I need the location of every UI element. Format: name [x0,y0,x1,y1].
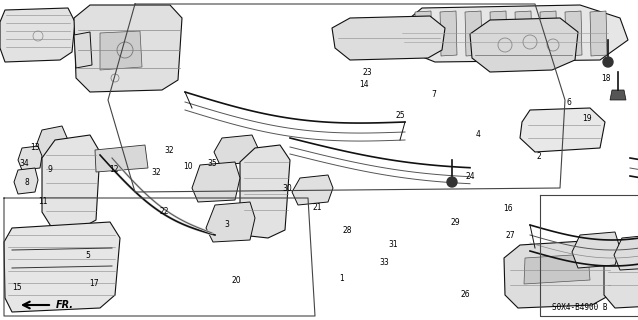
Text: 23: 23 [362,68,372,77]
Text: 5: 5 [85,251,91,260]
Text: 4: 4 [476,130,481,139]
Polygon shape [540,11,557,56]
Polygon shape [515,11,532,56]
Polygon shape [398,5,628,62]
Polygon shape [415,11,432,56]
Text: 30: 30 [282,184,292,193]
Polygon shape [36,126,68,160]
Polygon shape [572,232,620,268]
Text: 8: 8 [24,178,29,187]
Polygon shape [74,32,92,68]
Polygon shape [610,90,626,100]
Text: 18: 18 [602,74,611,83]
Polygon shape [604,248,638,308]
Polygon shape [470,18,578,72]
Circle shape [447,177,457,187]
Polygon shape [590,11,607,56]
Text: 21: 21 [313,203,322,212]
Text: 27: 27 [505,231,516,240]
Text: 16: 16 [503,204,514,212]
Polygon shape [565,11,582,56]
Text: 1: 1 [339,274,344,283]
Text: FR.: FR. [56,300,74,310]
Polygon shape [490,11,507,56]
Polygon shape [520,108,605,152]
Text: 28: 28 [343,226,352,235]
Text: S0X4-B4900 B: S0X4-B4900 B [553,303,608,312]
Text: 2: 2 [537,152,542,161]
Text: 15: 15 [11,284,22,292]
Text: 19: 19 [582,114,592,123]
Text: 3: 3 [224,220,229,228]
Polygon shape [440,11,457,56]
Circle shape [603,57,613,67]
Text: 20: 20 [231,276,241,285]
Text: 25: 25 [395,111,405,120]
Text: 33: 33 [379,258,389,267]
Polygon shape [240,145,290,238]
Text: 32: 32 [164,146,174,155]
Polygon shape [206,202,255,242]
Polygon shape [18,146,42,170]
Polygon shape [192,162,240,202]
Text: 6: 6 [567,98,572,107]
Text: 12: 12 [109,165,118,174]
Polygon shape [4,222,120,312]
Text: 7: 7 [431,90,436,99]
Polygon shape [614,235,638,270]
Polygon shape [214,135,258,165]
Polygon shape [504,240,615,308]
Text: 11: 11 [39,197,48,206]
Polygon shape [332,16,445,60]
Text: 34: 34 [19,159,29,168]
Polygon shape [292,175,333,205]
Polygon shape [74,5,182,92]
Polygon shape [465,11,482,56]
Polygon shape [42,135,100,230]
Text: 10: 10 [183,162,193,171]
Polygon shape [100,31,142,70]
Text: 17: 17 [89,279,100,288]
Polygon shape [14,168,38,194]
Text: 14: 14 [359,80,369,89]
Text: 32: 32 [151,168,161,177]
Text: 35: 35 [207,159,218,168]
Text: 13: 13 [30,143,40,152]
Text: 29: 29 [450,218,460,227]
Polygon shape [524,254,590,284]
Polygon shape [0,8,75,62]
Text: 22: 22 [160,207,169,216]
Polygon shape [95,145,148,172]
Text: 26: 26 [461,290,471,299]
Text: 24: 24 [465,172,475,180]
Text: 9: 9 [47,165,52,174]
Text: 31: 31 [388,240,398,249]
